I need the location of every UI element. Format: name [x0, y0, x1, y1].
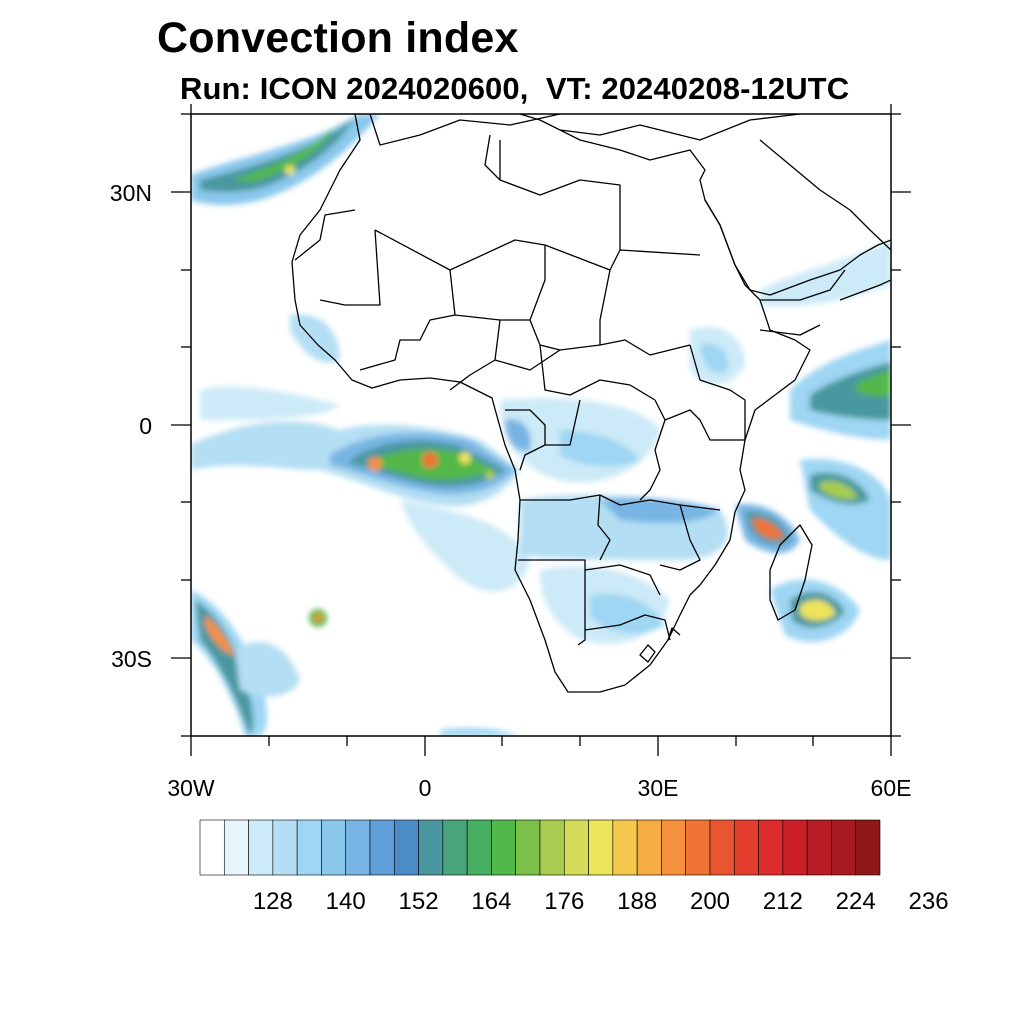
- colorbar-swatch: [466, 819, 492, 876]
- colorbar-swatch: [296, 819, 322, 876]
- lat-label-30s: 30S: [111, 646, 152, 672]
- colorbar-tick-label: 212: [762, 888, 803, 915]
- lat-label-30n: 30N: [109, 180, 152, 206]
- colorbar-swatch: [442, 819, 468, 876]
- colorbar-swatch: [272, 819, 298, 876]
- colorbar-swatch: [758, 819, 784, 876]
- lon-label-60e: 60E: [870, 775, 912, 801]
- colorbar-swatch: [248, 819, 274, 876]
- convection-field: [191, 114, 891, 736]
- lon-label-30e: 30E: [637, 775, 679, 801]
- colorbar-tick-label: 236: [908, 888, 949, 915]
- colorbar-swatch: [491, 819, 517, 876]
- map-subtitle: Run: ICON 2024020600, VT: 20240208-12UTC: [180, 71, 850, 106]
- colorbar-swatch: [539, 819, 565, 876]
- colorbar-swatch: [369, 819, 395, 876]
- colorbar-tick-label: 176: [544, 888, 585, 915]
- colorbar-tick-label: 128: [252, 888, 293, 915]
- colorbar-swatch: [782, 819, 808, 876]
- colorbar-swatch: [733, 819, 759, 876]
- map-title: Convection index: [157, 14, 519, 62]
- colorbar-swatch: [855, 819, 881, 876]
- colorbar-swatch: [806, 819, 832, 876]
- colorbar-tick-label: 200: [689, 888, 731, 915]
- colorbar-tick-label: 140: [325, 888, 366, 915]
- coastlines: [291, 114, 891, 693]
- colorbar-tick-label: 224: [835, 888, 876, 915]
- colorbar-swatch: [393, 819, 419, 876]
- colorbar-swatch: [636, 819, 662, 876]
- colorbar-swatch: [321, 819, 347, 876]
- colorbar-swatch: [685, 819, 711, 876]
- colorbar-swatch: [588, 819, 614, 876]
- colorbar-swatch: [199, 819, 225, 876]
- lon-label-30w: 30W: [167, 775, 215, 801]
- colorbar-swatch: [612, 819, 638, 876]
- colorbar: [199, 819, 881, 876]
- colorbar-swatch: [563, 819, 589, 876]
- colorbar-swatch: [345, 819, 371, 876]
- colorbar-swatch: [418, 819, 444, 876]
- lon-label-0: 0: [418, 775, 432, 801]
- lat-label-0: 0: [139, 413, 152, 439]
- colorbar-tick-label: 164: [471, 888, 512, 915]
- colorbar-swatch: [223, 819, 249, 876]
- colorbar-swatch: [709, 819, 735, 876]
- colorbar-tick-label: 152: [398, 888, 439, 915]
- colorbar-tick-label: 188: [617, 888, 658, 915]
- colorbar-swatch: [515, 819, 541, 876]
- colorbar-swatch: [661, 819, 687, 876]
- axis-ticks: [171, 104, 911, 756]
- colorbar-swatch: [831, 819, 857, 876]
